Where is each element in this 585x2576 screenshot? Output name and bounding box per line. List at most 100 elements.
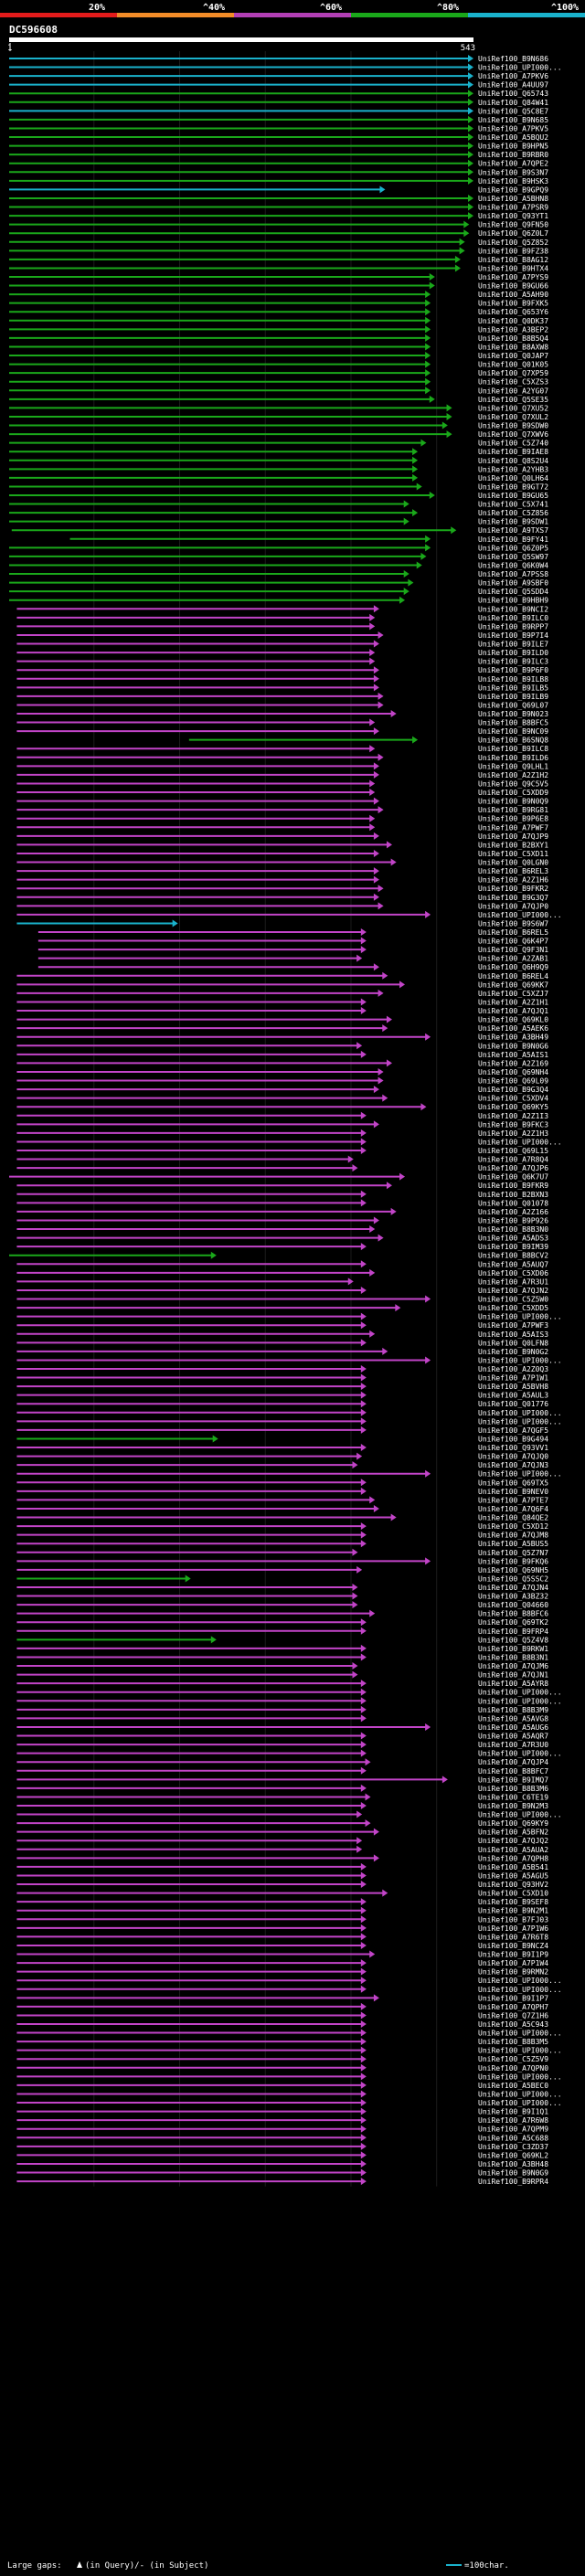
hit-label-45[interactable]: UniRef100_C5Z740 bbox=[478, 440, 548, 448]
hit-label-62[interactable]: UniRef100_Q5SDD4 bbox=[478, 588, 548, 596]
hit-label-50[interactable]: UniRef100_B9GT72 bbox=[478, 482, 548, 491]
hit-label-19[interactable]: UniRef100_Q93YT1 bbox=[478, 212, 548, 220]
hit-label-216[interactable]: UniRef100_A7R6T8 bbox=[478, 1933, 548, 1941]
hit-label-115[interactable]: UniRef100_A5AIS1 bbox=[478, 1051, 548, 1059]
hit-label-211[interactable]: UniRef100_C5XD10 bbox=[478, 1890, 548, 1898]
hit-label-55[interactable]: UniRef100_A9TXS7 bbox=[478, 526, 548, 535]
hit-label-47[interactable]: UniRef100_Q8S2U4 bbox=[478, 457, 548, 465]
hit-label-44[interactable]: UniRef100_Q7XWV6 bbox=[478, 430, 548, 439]
hit-label-26[interactable]: UniRef100_A7PYS9 bbox=[478, 273, 548, 281]
hit-label-107[interactable]: UniRef100_Q69KK7 bbox=[478, 981, 548, 989]
hit-label-174[interactable]: UniRef100_Q69NH5 bbox=[478, 1566, 548, 1574]
hit-label-227[interactable]: UniRef100_UPI000... bbox=[478, 2030, 562, 2038]
hit-label-72[interactable]: UniRef100_B9ILB8 bbox=[478, 675, 548, 684]
hit-label-108[interactable]: UniRef100_C5XZJ7 bbox=[478, 990, 548, 998]
hit-label-71[interactable]: UniRef100_B9P6F0 bbox=[478, 666, 548, 674]
hit-label-141[interactable]: UniRef100_A7R3U1 bbox=[478, 1277, 548, 1286]
hit-label-3[interactable]: UniRef100_A7PKV6 bbox=[478, 72, 548, 80]
hit-label-235[interactable]: UniRef100_UPI000... bbox=[478, 2099, 562, 2107]
hit-label-233[interactable]: UniRef100_A5BEC0 bbox=[478, 2082, 548, 2090]
hit-label-180[interactable]: UniRef100_Q69TK2 bbox=[478, 1618, 548, 1627]
hit-label-120[interactable]: UniRef100_C5XDV4 bbox=[478, 1095, 548, 1103]
hit-label-75[interactable]: UniRef100_Q69L07 bbox=[478, 701, 548, 709]
hit-label-52[interactable]: UniRef100_C5X741 bbox=[478, 501, 548, 509]
hit-label-240[interactable]: UniRef100_C3ZD37 bbox=[478, 2143, 548, 2151]
hit-label-130[interactable]: UniRef100_B9FKR9 bbox=[478, 1182, 548, 1190]
hit-label-61[interactable]: UniRef100_A9SBF0 bbox=[478, 579, 548, 588]
hit-label-100[interactable]: UniRef100_B9S6W7 bbox=[478, 919, 548, 928]
hit-label-51[interactable]: UniRef100_B9GU65 bbox=[478, 492, 548, 500]
hit-label-234[interactable]: UniRef100_UPI000... bbox=[478, 2090, 562, 2098]
hit-label-171[interactable]: UniRef100_A5BUS5 bbox=[478, 1540, 548, 1548]
hit-label-20[interactable]: UniRef100_Q9FN50 bbox=[478, 221, 548, 229]
hit-label-243[interactable]: UniRef100_B9N0G9 bbox=[478, 2169, 548, 2178]
hit-label-2[interactable]: UniRef100_UPI000... bbox=[478, 64, 562, 72]
hit-label-114[interactable]: UniRef100_B9N0G6 bbox=[478, 1042, 548, 1050]
hit-label-136[interactable]: UniRef100_A5ADS3 bbox=[478, 1235, 548, 1243]
hit-label-202[interactable]: UniRef100_UPI000... bbox=[478, 1811, 562, 1819]
hit-label-46[interactable]: UniRef100_B9IAE8 bbox=[478, 448, 548, 456]
hit-label-155[interactable]: UniRef100_Q01776 bbox=[478, 1400, 548, 1408]
hit-label-22[interactable]: UniRef100_Q5Z852 bbox=[478, 239, 548, 247]
hit-label-213[interactable]: UniRef100_B9N2M1 bbox=[478, 1907, 548, 1915]
hit-label-93[interactable]: UniRef100_Q0LGN0 bbox=[478, 859, 548, 867]
hit-label-187[interactable]: UniRef100_A5AYR8 bbox=[478, 1680, 548, 1688]
hit-label-48[interactable]: UniRef100_A2YHB3 bbox=[478, 465, 548, 473]
hit-label-23[interactable]: UniRef100_B9FZ38 bbox=[478, 247, 548, 255]
hit-label-78[interactable]: UniRef100_B9NC09 bbox=[478, 727, 548, 736]
hit-label-212[interactable]: UniRef100_B9SEF8 bbox=[478, 1898, 548, 1906]
hit-label-121[interactable]: UniRef100_Q69KY5 bbox=[478, 1103, 548, 1111]
hit-label-86[interactable]: UniRef100_B9N0Q9 bbox=[478, 798, 548, 806]
hit-label-94[interactable]: UniRef100_B6REL3 bbox=[478, 867, 548, 875]
hit-label-166[interactable]: UniRef100_A7PTE7 bbox=[478, 1496, 548, 1504]
hit-label-244[interactable]: UniRef100_B9RPR4 bbox=[478, 2178, 548, 2186]
hit-label-218[interactable]: UniRef100_B9I1P9 bbox=[478, 1951, 548, 1959]
hit-label-27[interactable]: UniRef100_B9GU66 bbox=[478, 282, 548, 291]
hit-label-18[interactable]: UniRef100_A7PSR9 bbox=[478, 204, 548, 212]
hit-label-184[interactable]: UniRef100_B8B3N1 bbox=[478, 1653, 548, 1661]
hit-label-69[interactable]: UniRef100_B9ILD0 bbox=[478, 649, 548, 657]
hit-label-21[interactable]: UniRef100_Q6Z0L7 bbox=[478, 229, 548, 238]
hit-label-214[interactable]: UniRef100_B7FJ03 bbox=[478, 1915, 548, 1924]
hit-label-143[interactable]: UniRef100_C5Z5W0 bbox=[478, 1296, 548, 1304]
hit-label-73[interactable]: UniRef100_B9ILB5 bbox=[478, 684, 548, 692]
hit-label-7[interactable]: UniRef100_Q5C8E7 bbox=[478, 107, 548, 115]
hit-label-59[interactable]: UniRef100_Q6K0W4 bbox=[478, 561, 548, 569]
hit-label-172[interactable]: UniRef100_Q5Z7N7 bbox=[478, 1549, 548, 1557]
hit-label-35[interactable]: UniRef100_Q0JAP7 bbox=[478, 352, 548, 360]
hit-label-149[interactable]: UniRef100_B9N0G2 bbox=[478, 1348, 548, 1356]
hit-label-8[interactable]: UniRef100_B9N685 bbox=[478, 116, 548, 124]
hit-label-165[interactable]: UniRef100_B9NEV0 bbox=[478, 1488, 548, 1496]
hit-label-38[interactable]: UniRef100_C5XZS3 bbox=[478, 378, 548, 387]
hit-label-201[interactable]: UniRef100_B9N2M3 bbox=[478, 1802, 548, 1810]
hit-label-194[interactable]: UniRef100_A7R3U0 bbox=[478, 1741, 548, 1749]
hit-label-191[interactable]: UniRef100_A5AVG8 bbox=[478, 1714, 548, 1723]
hit-label-188[interactable]: UniRef100_UPI000... bbox=[478, 1689, 562, 1697]
hit-label-83[interactable]: UniRef100_A2Z1H2 bbox=[478, 771, 548, 779]
hit-label-1[interactable]: UniRef100_B9N686 bbox=[478, 55, 548, 63]
hit-label-158[interactable]: UniRef100_A7QGF5 bbox=[478, 1426, 548, 1435]
hit-label-190[interactable]: UniRef100_B8B3M9 bbox=[478, 1706, 548, 1714]
hit-label-6[interactable]: UniRef100_Q84W41 bbox=[478, 99, 548, 107]
hit-label-82[interactable]: UniRef100_Q9LHL1 bbox=[478, 762, 548, 770]
hit-label-232[interactable]: UniRef100_UPI000... bbox=[478, 2072, 562, 2081]
hit-label-90[interactable]: UniRef100_A7QJP9 bbox=[478, 832, 548, 841]
hit-label-11[interactable]: UniRef100_B9HPN5 bbox=[478, 143, 548, 151]
hit-label-42[interactable]: UniRef100_Q7XUL2 bbox=[478, 413, 548, 421]
hit-label-123[interactable]: UniRef100_B9FKC3 bbox=[478, 1120, 548, 1129]
hit-label-68[interactable]: UniRef100_B9ILE7 bbox=[478, 641, 548, 649]
hit-label-56[interactable]: UniRef100_B9FY41 bbox=[478, 535, 548, 544]
hit-label-200[interactable]: UniRef100_C6TE19 bbox=[478, 1793, 548, 1801]
hit-label-159[interactable]: UniRef100_B9G494 bbox=[478, 1435, 548, 1443]
hit-label-24[interactable]: UniRef100_B8AG12 bbox=[478, 256, 548, 264]
hit-label-161[interactable]: UniRef100_A7QJQ0 bbox=[478, 1453, 548, 1461]
hit-label-76[interactable]: UniRef100_B9N023 bbox=[478, 710, 548, 718]
hit-label-134[interactable]: UniRef100_B9P926 bbox=[478, 1216, 548, 1224]
hit-label-148[interactable]: UniRef100_Q0LFN8 bbox=[478, 1339, 548, 1347]
hit-label-225[interactable]: UniRef100_Q7Z1H6 bbox=[478, 2011, 548, 2019]
hit-label-138[interactable]: UniRef100_B8BCV2 bbox=[478, 1252, 548, 1260]
hit-label-132[interactable]: UniRef100_Q01078 bbox=[478, 1199, 548, 1207]
hit-label-238[interactable]: UniRef100_A7QPM9 bbox=[478, 2125, 548, 2134]
hit-label-125[interactable]: UniRef100_UPI000... bbox=[478, 1138, 562, 1146]
hit-label-12[interactable]: UniRef100_B9RBR0 bbox=[478, 151, 548, 159]
